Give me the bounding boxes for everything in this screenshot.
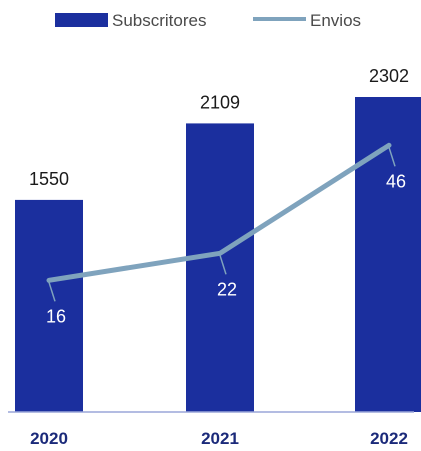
- legend-label-subscritores: Subscritores: [112, 11, 206, 30]
- line-leader-2020: [48, 282, 56, 302]
- line-leader-2021: [219, 255, 227, 275]
- x-axis-labels: 2020 2021 2022: [30, 429, 408, 448]
- bar-value-label-2022: 2302: [369, 66, 409, 86]
- legend-swatch-subscritores: [55, 13, 108, 27]
- x-tick-label-2022: 2022: [370, 429, 408, 448]
- bar-2021: [186, 123, 254, 413]
- bars: 1550 2109 2302: [15, 66, 421, 413]
- legend-label-envios: Envios: [310, 11, 361, 30]
- bar-value-label-2020: 1550: [29, 169, 69, 189]
- bar-value-label-2021: 2109: [200, 92, 240, 112]
- line-series: 16 22 46: [46, 142, 406, 326]
- x-tick-label-2021: 2021: [201, 429, 239, 448]
- line-leader-2022: [388, 147, 396, 167]
- line-value-label-2020: 16: [46, 306, 66, 326]
- line-value-label-2021: 22: [217, 279, 237, 299]
- bar-2022: [355, 97, 421, 412]
- bar-2020: [15, 199, 83, 412]
- x-tick-label-2020: 2020: [30, 429, 68, 448]
- line-envios: [46, 142, 392, 283]
- legend: Subscritores Envios: [55, 11, 361, 30]
- line-value-label-2022: 46: [386, 171, 406, 191]
